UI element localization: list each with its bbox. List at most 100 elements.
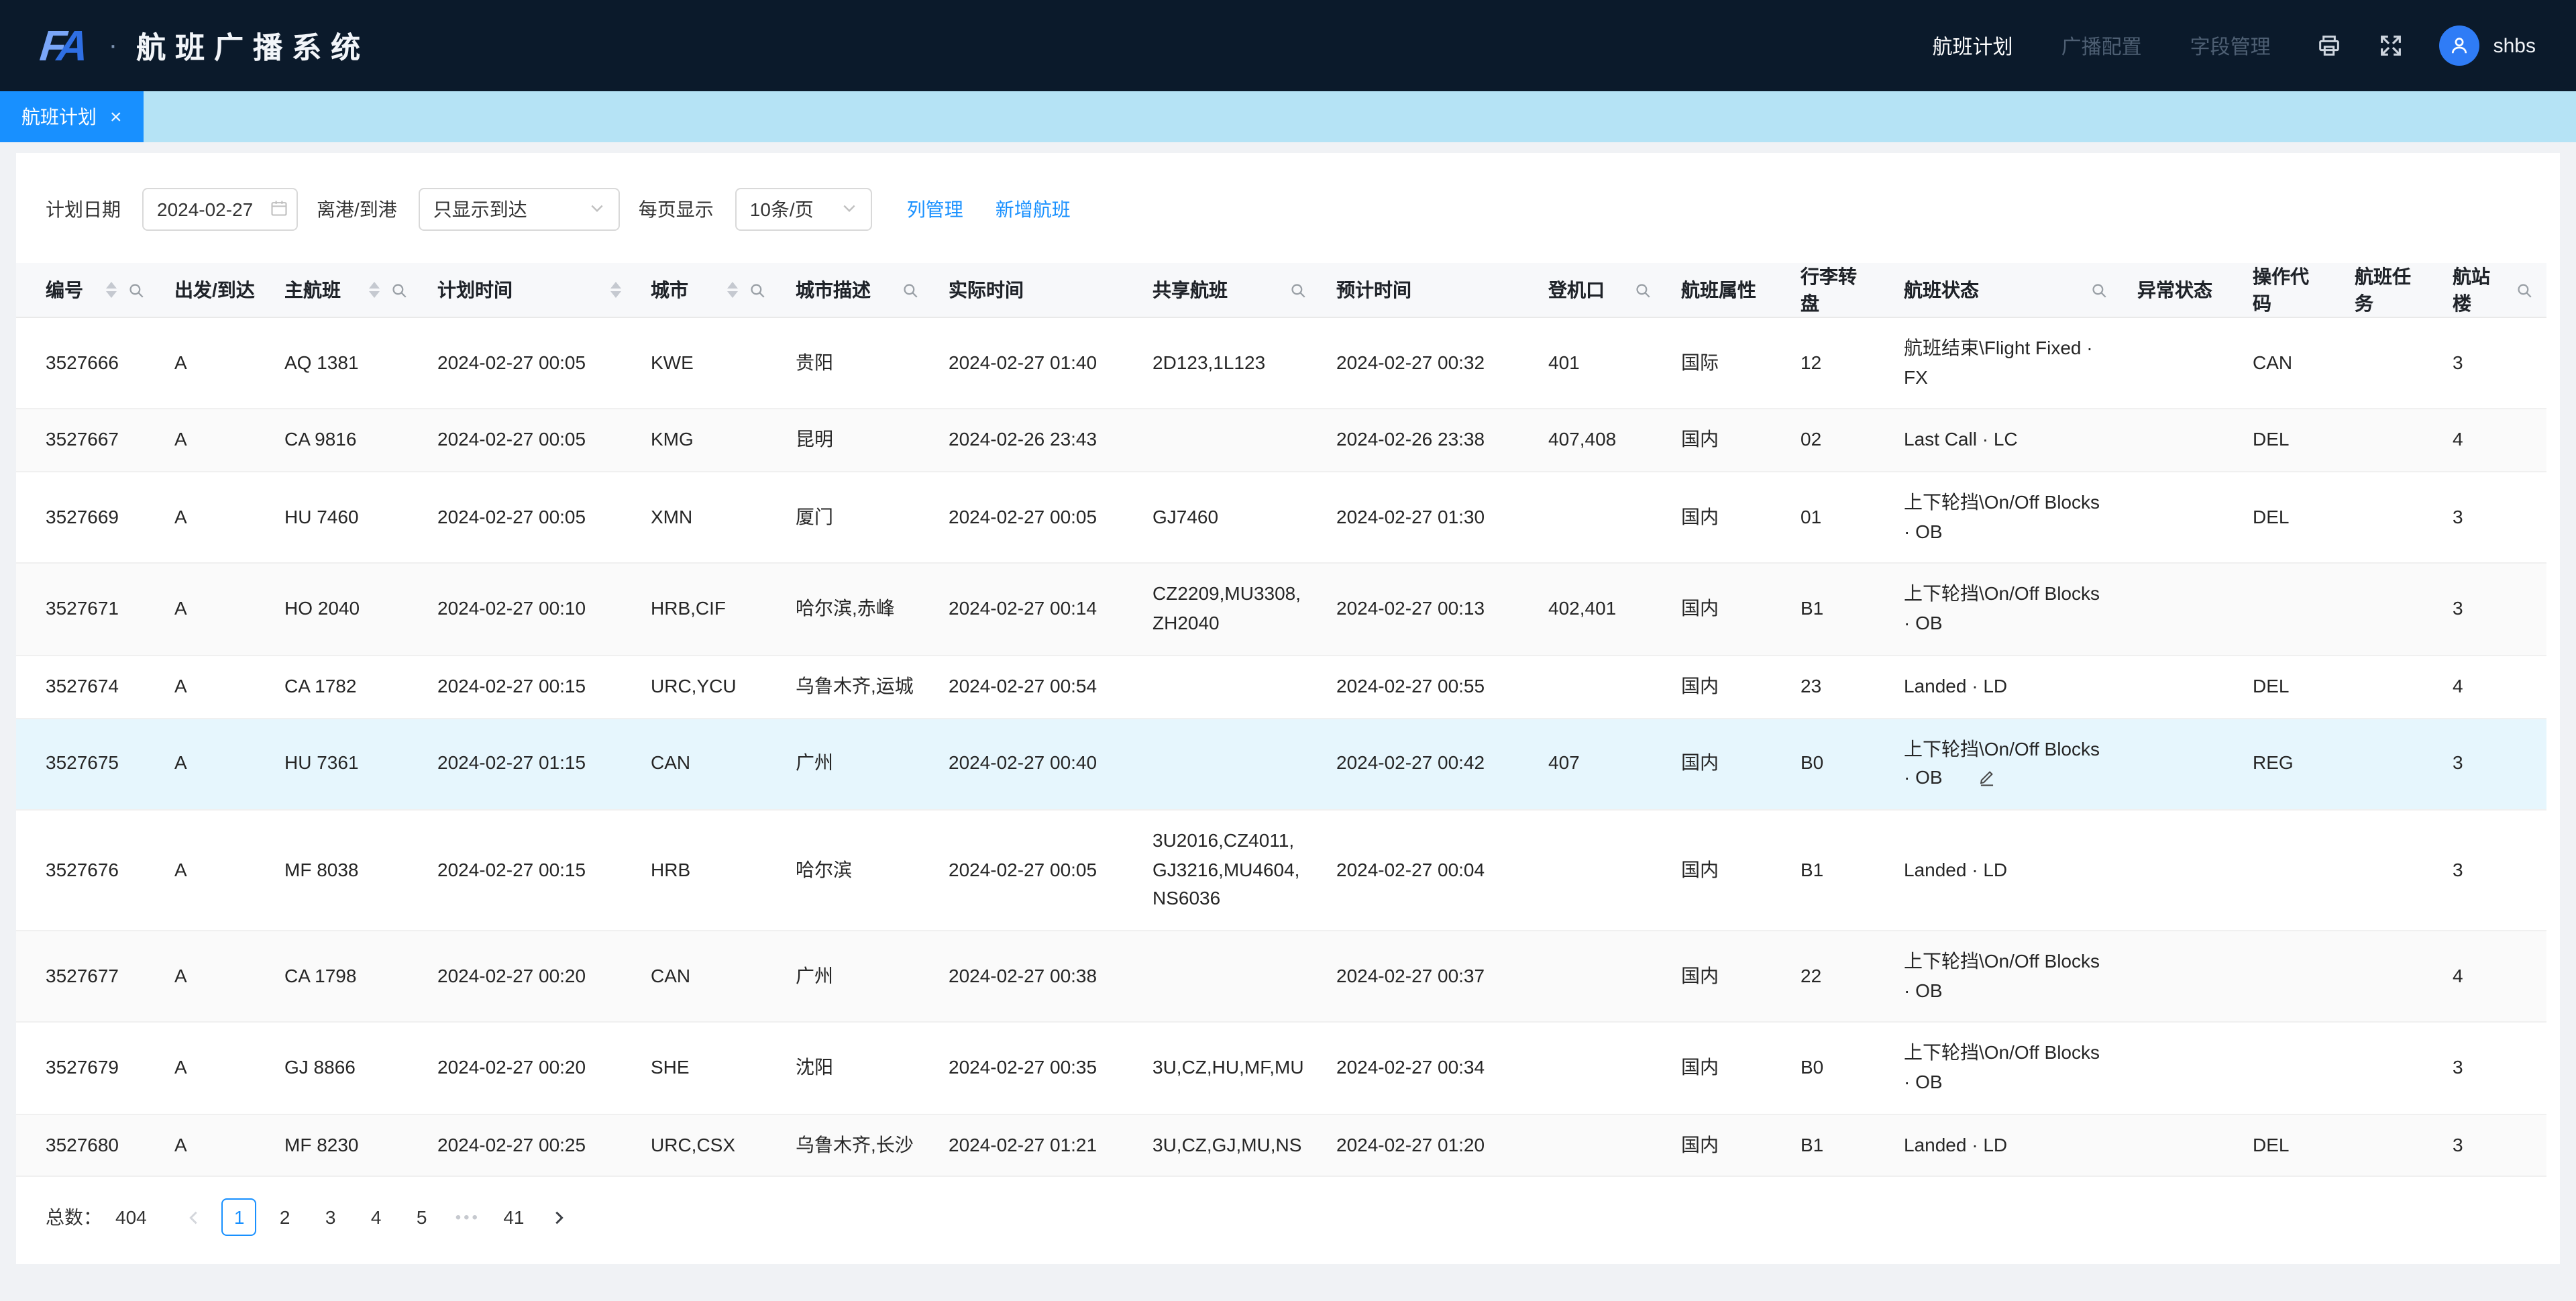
cell-op_code: DEL <box>2237 1114 2339 1178</box>
cell-shared_flights: 3U,CZ,HU,MF,MU <box>1136 1022 1320 1115</box>
pagination-prev-icon[interactable] <box>176 1199 211 1237</box>
pagination-page-1[interactable]: 1 <box>221 1198 257 1237</box>
table-row[interactable]: 3527669 A HU 7460 2024-02-27 00:05 XMN 厦门 2024… <box>16 472 2546 564</box>
cell-direction: A <box>158 409 268 473</box>
pagination-next-icon[interactable] <box>542 1199 577 1237</box>
col-label-property: 航班属性 <box>1681 279 1756 301</box>
col-header-main_flight: 主航班 <box>268 263 421 318</box>
sort-icon[interactable] <box>727 282 738 298</box>
add-flight-link[interactable]: 新增航班 <box>995 199 1071 220</box>
cell-abnormal <box>2121 718 2237 811</box>
cell-est_time: 2024-02-27 00:42 <box>1320 718 1532 811</box>
pagination-page-2[interactable]: 2 <box>279 1206 290 1229</box>
direction-select[interactable]: 只显示到达 <box>418 188 620 231</box>
table-row[interactable]: 3527667 A CA 9816 2024-02-27 00:05 KMG 昆明 2024… <box>16 409 2546 473</box>
pagesize-select[interactable]: 10条/页 <box>735 188 872 231</box>
search-icon[interactable] <box>2090 281 2108 299</box>
cell-task <box>2339 718 2436 811</box>
sort-icon[interactable] <box>106 282 117 298</box>
main-content: 计划日期 离港/到港 只显示到达 每页显示 <box>0 142 2576 1264</box>
cell-terminal: 4 <box>2436 930 2546 1023</box>
cell-gate <box>1532 1114 1665 1178</box>
direction-filter-label: 离港/到港 <box>317 199 397 220</box>
cell-terminal: 3 <box>2436 1022 2546 1115</box>
column-management-link[interactable]: 列管理 <box>906 199 963 220</box>
cell-abnormal <box>2121 930 2237 1023</box>
cell-gate: 402,401 <box>1532 563 1665 656</box>
cell-id: 3527671 <box>16 563 158 656</box>
cell-direction: A <box>158 317 268 410</box>
edit-flight-status-icon[interactable] <box>1978 768 1996 786</box>
search-icon[interactable] <box>127 281 145 299</box>
col-label-actual_time: 实际时间 <box>949 279 1024 301</box>
cell-actual_time: 2024-02-27 01:21 <box>932 1114 1136 1178</box>
search-icon[interactable] <box>902 281 919 299</box>
cell-op_code <box>2237 809 2339 931</box>
cell-shared_flights: GJ7460 <box>1136 472 1320 564</box>
nav-item-broadcast-config[interactable]: 广播配置 <box>2061 36 2142 58</box>
table-row[interactable]: 3527679 A GJ 8866 2024-02-27 00:20 SHE 沈阳 2024… <box>16 1022 2546 1115</box>
search-icon[interactable] <box>2516 281 2533 299</box>
pagination-ellipsis[interactable]: ••• <box>455 1208 480 1227</box>
col-header-op_code: 操作代码 <box>2237 263 2339 318</box>
print-icon[interactable] <box>2316 32 2343 59</box>
pagination-page-4[interactable]: 4 <box>370 1206 382 1229</box>
search-icon[interactable] <box>749 281 766 299</box>
search-icon[interactable] <box>1289 281 1307 299</box>
cell-city: URC,YCU <box>635 655 780 719</box>
sort-icon[interactable] <box>369 282 380 298</box>
cell-main_flight: MF 8038 <box>268 809 421 931</box>
cell-op_code: REG <box>2237 718 2339 811</box>
cell-terminal: 4 <box>2436 409 2546 473</box>
table-row[interactable]: 3527671 A HO 2040 2024-02-27 00:10 HRB,CIF 哈尔… <box>16 563 2546 656</box>
cell-id: 3527666 <box>16 317 158 410</box>
pagination-page-41[interactable]: 41 <box>503 1206 525 1229</box>
search-icon[interactable] <box>390 281 408 299</box>
col-label-plan_time: 计划时间 <box>437 279 513 301</box>
brand-separator: · <box>108 30 118 60</box>
table-row[interactable]: 3527676 A MF 8038 2024-02-27 00:15 HRB 哈尔滨 202… <box>16 809 2546 931</box>
tab-flight-plan[interactable]: 航班计划 × <box>0 91 144 142</box>
cell-abnormal <box>2121 809 2237 931</box>
cell-shared_flights: CZ2209,MU3308,ZH2040 <box>1136 563 1320 656</box>
nav-item-flight-plan[interactable]: 航班计划 <box>1932 36 2013 58</box>
table-body: 3527666 A AQ 1381 2024-02-27 00:05 KWE 贵阳 2024… <box>16 317 2546 1178</box>
cell-shared_flights: 3U,CZ,GJ,MU,NS <box>1136 1114 1320 1178</box>
cell-main_flight: CA 1798 <box>268 930 421 1023</box>
table-row[interactable]: 3527666 A AQ 1381 2024-02-27 00:05 KWE 贵阳 2024… <box>16 317 2546 410</box>
col-header-est_time: 预计时间 <box>1320 263 1532 318</box>
table-row[interactable]: 3527674 A CA 1782 2024-02-27 00:15 URC,YCU 乌鲁… <box>16 655 2546 719</box>
user-avatar-icon[interactable] <box>2439 25 2480 66</box>
cell-city_desc: 乌鲁木齐,长沙 <box>780 1114 932 1178</box>
fullscreen-icon[interactable] <box>2378 32 2405 59</box>
user-chip[interactable]: shbs <box>2439 25 2536 66</box>
cell-est_time: 2024-02-27 00:55 <box>1320 655 1532 719</box>
cell-task <box>2339 472 2436 564</box>
pagination-page-3[interactable]: 3 <box>325 1206 336 1229</box>
plan-date-value[interactable] <box>157 199 270 220</box>
cell-city_desc: 厦门 <box>780 472 932 564</box>
table-row[interactable]: 3527677 A CA 1798 2024-02-27 00:20 CAN 广州 2024… <box>16 930 2546 1023</box>
cell-direction: A <box>158 563 268 656</box>
cell-main_flight: HO 2040 <box>268 563 421 656</box>
cell-plan_time: 2024-02-27 00:15 <box>421 655 635 719</box>
pagination-page-5[interactable]: 5 <box>416 1206 427 1229</box>
col-header-gate: 登机口 <box>1532 263 1665 318</box>
cell-status: Last Call · LC <box>1888 409 2121 473</box>
sort-icon[interactable] <box>610 282 621 298</box>
nav-item-field-management[interactable]: 字段管理 <box>2190 36 2271 58</box>
cell-status: 上下轮挡\On/Off Blocks · OB <box>1888 472 2121 564</box>
cell-id: 3527676 <box>16 809 158 931</box>
table-row[interactable]: 3527680 A MF 8230 2024-02-27 00:25 URC,CSX 乌鲁… <box>16 1114 2546 1178</box>
col-header-task: 航班任务 <box>2339 263 2436 318</box>
plan-date-input[interactable] <box>142 188 298 231</box>
tab-close-icon[interactable]: × <box>110 105 122 128</box>
table-row[interactable]: 3527675 A HU 7361 2024-02-27 01:15 CAN 广州 2024… <box>16 718 2546 811</box>
cell-main_flight: AQ 1381 <box>268 317 421 410</box>
cell-abnormal <box>2121 409 2237 473</box>
search-icon[interactable] <box>1634 281 1652 299</box>
cell-baggage: 12 <box>1784 317 1888 410</box>
cell-status: 航班结束\Flight Fixed · FX <box>1888 317 2121 410</box>
col-header-id: 编号 <box>16 263 158 318</box>
tab-bar: 航班计划 × <box>0 91 2576 142</box>
